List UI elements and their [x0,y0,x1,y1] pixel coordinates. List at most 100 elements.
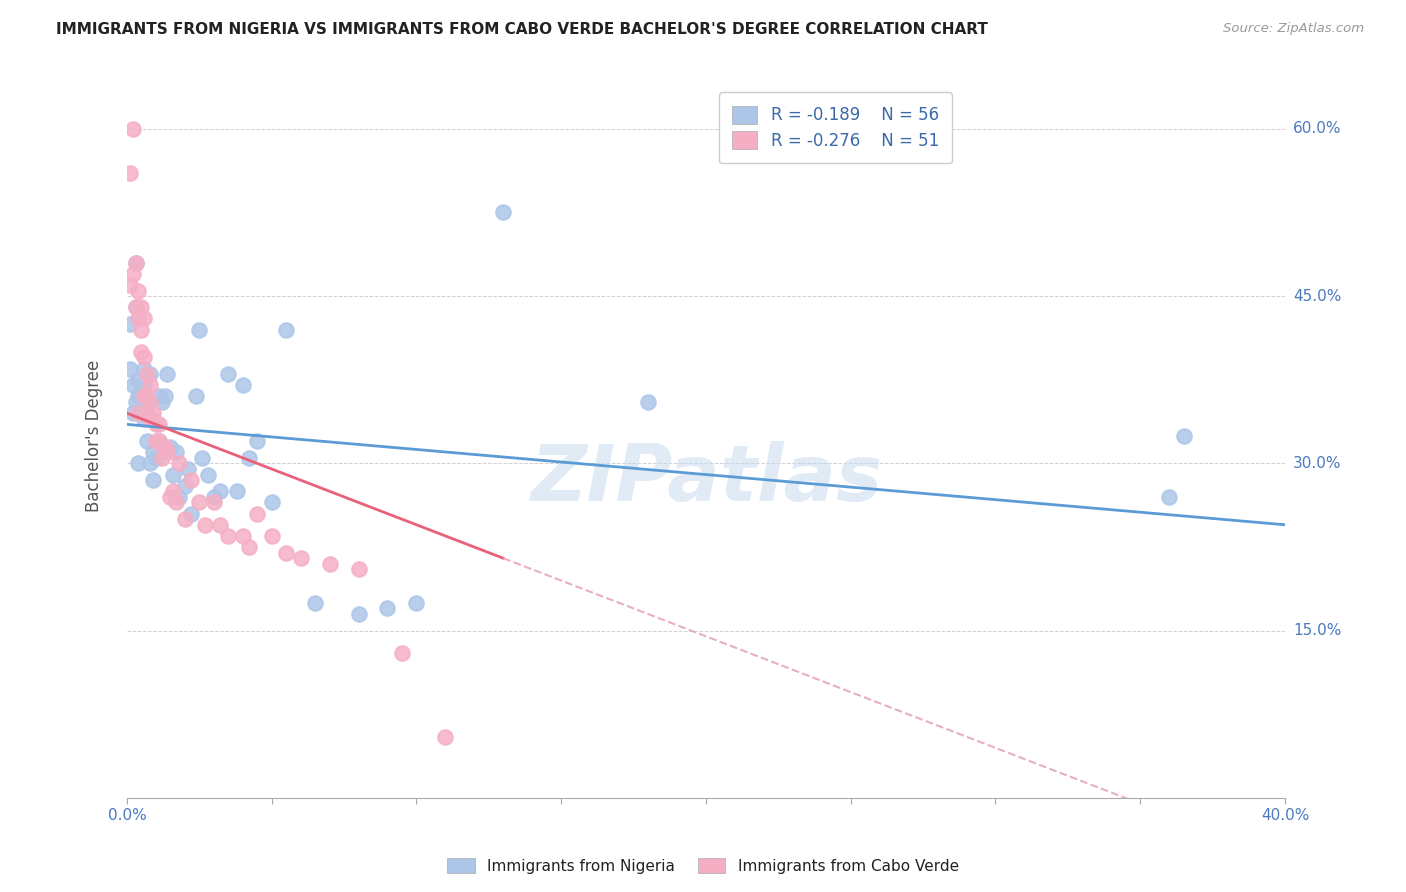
Point [217,529,239,543]
Point [191,450,214,465]
Point [162,484,184,499]
Point [377,601,399,615]
Point [202,495,225,509]
Text: 45.0%: 45.0% [1294,289,1341,303]
Point [290,551,312,566]
Point [156,367,179,381]
Point [131,384,153,398]
Point [134,378,156,392]
Point [153,440,176,454]
Legend: Immigrants from Nigeria, Immigrants from Cabo Verde: Immigrants from Nigeria, Immigrants from… [441,852,965,880]
Point [128,457,150,471]
Point [188,495,211,509]
Point [124,300,146,314]
Text: 15.0%: 15.0% [1294,624,1341,639]
Point [637,395,659,409]
Text: ZIPatlas: ZIPatlas [530,441,882,517]
Point [318,557,340,571]
Point [186,389,208,403]
Point [347,607,370,621]
Point [180,507,202,521]
Point [136,434,159,449]
Point [118,277,141,292]
Point [260,495,283,509]
Point [1173,428,1195,442]
Point [165,495,187,509]
Point [124,300,146,314]
Point [128,311,150,326]
Point [167,457,190,471]
Y-axis label: Bachelor's Degree: Bachelor's Degree [86,359,103,512]
Point [134,351,156,365]
Point [148,389,170,403]
Point [118,166,141,180]
Point [128,406,150,420]
Point [136,389,159,403]
Point [246,507,269,521]
Text: 60.0%: 60.0% [1294,121,1341,136]
Point [128,284,150,298]
Point [121,406,143,420]
Point [134,411,156,425]
Point [405,596,427,610]
Legend: R = -0.189    N = 56, R = -0.276    N = 51: R = -0.189 N = 56, R = -0.276 N = 51 [718,92,952,163]
Point [347,562,370,576]
Point [139,378,162,392]
Point [180,473,202,487]
Point [145,450,167,465]
Point [131,406,153,420]
Point [121,267,143,281]
Point [128,389,150,403]
Point [124,255,146,269]
Point [139,457,162,471]
Point [134,361,156,376]
Point [139,367,162,381]
Point [434,730,457,744]
Point [159,440,181,454]
Point [188,322,211,336]
Point [121,378,143,392]
Point [148,417,170,432]
Point [142,473,165,487]
Point [150,395,173,409]
Point [276,546,298,560]
Point [131,344,153,359]
Text: IMMIGRANTS FROM NIGERIA VS IMMIGRANTS FROM CABO VERDE BACHELOR'S DEGREE CORRELAT: IMMIGRANTS FROM NIGERIA VS IMMIGRANTS FR… [56,22,988,37]
Point [194,517,217,532]
Point [156,445,179,459]
Point [128,373,150,387]
Point [173,479,195,493]
Point [148,434,170,449]
Point [136,367,159,381]
Point [131,300,153,314]
Point [260,529,283,543]
Point [304,596,326,610]
Point [118,317,141,331]
Point [134,389,156,403]
Point [136,406,159,420]
Point [173,512,195,526]
Text: 30.0%: 30.0% [1294,456,1341,471]
Point [177,462,200,476]
Point [124,395,146,409]
Point [136,395,159,409]
Point [150,450,173,465]
Point [226,484,249,499]
Point [162,467,184,482]
Point [139,395,162,409]
Point [165,445,187,459]
Point [202,490,225,504]
Point [232,378,254,392]
Point [238,540,260,554]
Point [124,255,146,269]
Point [142,406,165,420]
Point [142,445,165,459]
Point [139,411,162,425]
Point [208,484,231,499]
Point [118,361,141,376]
Point [246,434,269,449]
Point [131,322,153,336]
Point [167,490,190,504]
Point [276,322,298,336]
Point [492,205,515,219]
